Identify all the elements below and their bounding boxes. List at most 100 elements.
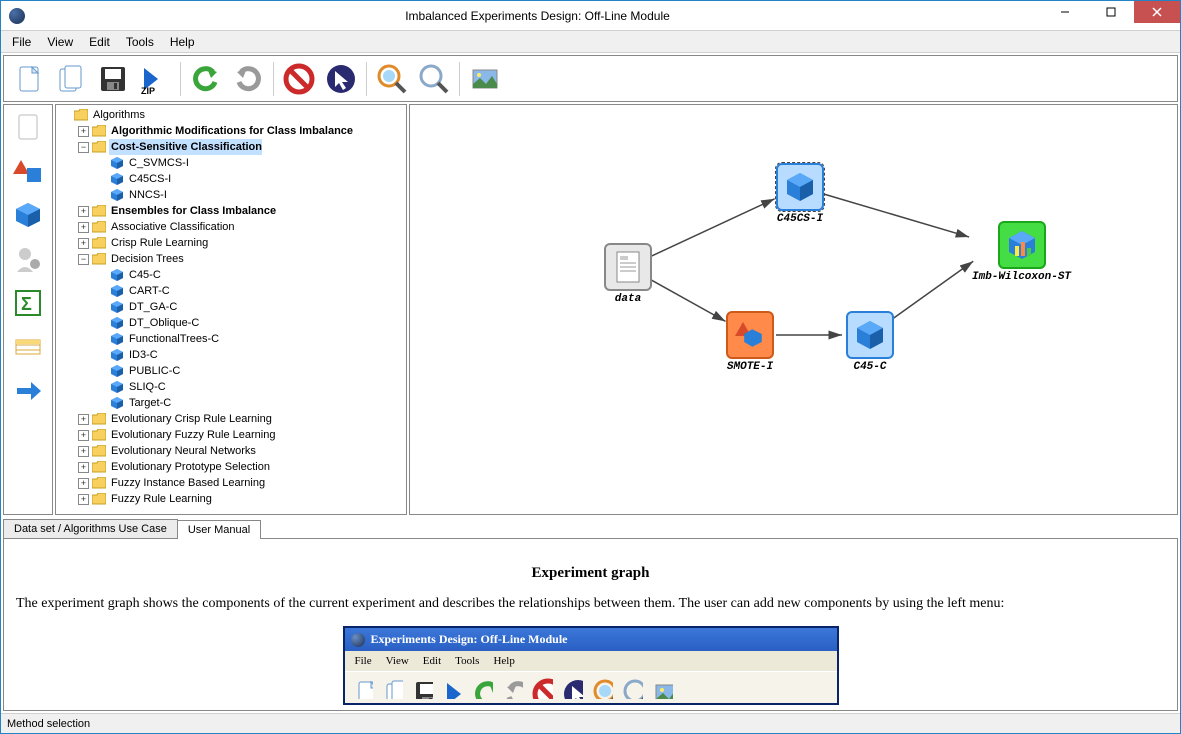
graph-node-box[interactable] — [998, 221, 1046, 269]
toolbar-zip-button[interactable]: ZIP — [136, 60, 174, 98]
tree-scroll[interactable]: Algorithms + Algorithmic Modifications for… — [56, 105, 406, 514]
tree-item[interactable]: DT_GA-C — [56, 299, 406, 315]
tree-item[interactable]: PUBLIC-C — [56, 363, 406, 379]
manual-inner-menu-file: File — [349, 653, 378, 669]
graph-node-box[interactable] — [846, 311, 894, 359]
toolbar-docs-button[interactable] — [52, 60, 90, 98]
tree-item-label: DT_GA-C — [127, 299, 177, 315]
graph-node-label: C45-C — [853, 361, 886, 373]
graph-node-box[interactable] — [776, 163, 824, 211]
tree-item[interactable]: + Evolutionary Prototype Selection — [56, 459, 406, 475]
menu-edit[interactable]: Edit — [82, 33, 117, 51]
graph-node-c45c[interactable]: C45-C — [846, 311, 894, 373]
tree-expander-icon[interactable]: + — [78, 430, 89, 441]
graph-node-label: Imb-Wilcoxon-ST — [972, 271, 1071, 283]
tree-expander-icon[interactable]: − — [78, 254, 89, 265]
tree-item[interactable]: + Algorithmic Modifications for Class Imb… — [56, 123, 406, 139]
dock-table-img-button[interactable] — [10, 329, 46, 365]
tree-item[interactable]: C45CS-I — [56, 171, 406, 187]
tree-item[interactable]: +Evolutionary Fuzzy Rule Learning — [56, 427, 406, 443]
manual-inner-menu-edit: Edit — [417, 653, 447, 669]
tree-expander-icon[interactable]: + — [78, 206, 89, 217]
menu-view[interactable]: View — [40, 33, 80, 51]
tree-item[interactable]: −Cost-Sensitive Classification — [56, 139, 406, 155]
menu-file[interactable]: File — [5, 33, 38, 51]
manual-inner-menu-view: View — [380, 653, 415, 669]
graph-node-data[interactable]: data — [604, 243, 652, 305]
tree-expander-icon[interactable]: + — [78, 222, 89, 233]
dock-blank-doc-button[interactable] — [10, 109, 46, 145]
tree-item-label: CART-C — [127, 283, 170, 299]
tree-expander-icon[interactable]: + — [78, 494, 89, 505]
tree-item[interactable]: NNCS-I — [56, 187, 406, 203]
toolbar-stop-button[interactable] — [280, 60, 318, 98]
toolbar-undo-button[interactable] — [187, 60, 225, 98]
tree-item[interactable]: CART-C — [56, 283, 406, 299]
toolbar-cursor-button[interactable] — [322, 60, 360, 98]
experiment-canvas[interactable]: data C45CS-I SMOTE-I C45-C Imb-Wilcoxon-ST — [409, 104, 1178, 515]
tree-item[interactable]: ID3-C — [56, 347, 406, 363]
tree-expander-icon[interactable]: + — [78, 126, 89, 137]
toolbar-redo-button[interactable] — [229, 60, 267, 98]
tree-item[interactable]: +Evolutionary Neural Networks — [56, 443, 406, 459]
tree-item-label: Evolutionary Crisp Rule Learning — [109, 411, 272, 427]
toolbar-save-button[interactable] — [94, 60, 132, 98]
tree-item[interactable]: −Decision Trees — [56, 251, 406, 267]
tree-item[interactable]: FunctionalTrees-C — [56, 331, 406, 347]
dock-shapes-button[interactable] — [10, 153, 46, 189]
close-button[interactable] — [1134, 1, 1180, 23]
graph-node-wilcoxon[interactable]: Imb-Wilcoxon-ST — [972, 221, 1071, 283]
minimize-button[interactable] — [1042, 1, 1088, 23]
tree-item[interactable]: Algorithms — [56, 107, 406, 123]
titlebar: Imbalanced Experiments Design: Off-Line … — [1, 1, 1180, 31]
dock-user-button[interactable] — [10, 241, 46, 277]
graph-node-box[interactable] — [726, 311, 774, 359]
dock-blue-cube-button[interactable] — [10, 197, 46, 233]
dock-arrow-right-button[interactable] — [10, 373, 46, 409]
tree-expander-icon[interactable]: + — [78, 414, 89, 425]
manual-inner-menubar: FileViewEditToolsHelp — [345, 651, 837, 671]
menu-tools[interactable]: Tools — [119, 33, 161, 51]
manual-inner-tool-cursor — [559, 675, 585, 701]
graph-node-c45cs[interactable]: C45CS-I — [776, 163, 824, 225]
statusbar: Method selection — [1, 713, 1180, 733]
tree-item[interactable]: +Fuzzy Rule Learning — [56, 491, 406, 507]
tree-item[interactable]: C_SVMCS-I — [56, 155, 406, 171]
tree-item-label: Evolutionary Prototype Selection — [109, 459, 270, 475]
tree-expander-icon[interactable]: + — [78, 238, 89, 249]
tree-expander-icon[interactable]: + — [78, 446, 89, 457]
toolbar-image-button[interactable] — [466, 60, 504, 98]
tab-user-manual[interactable]: User Manual — [177, 520, 261, 539]
manual-scroll[interactable]: Experiment graph The experiment graph sh… — [4, 539, 1177, 710]
tree-item[interactable]: +Fuzzy Instance Based Learning — [56, 475, 406, 491]
toolbar-zoom-world-button[interactable] — [373, 60, 411, 98]
graph-node-smote[interactable]: SMOTE-I — [726, 311, 774, 373]
tree-item[interactable]: SLIQ-C — [56, 379, 406, 395]
manual-inner-tool-zip: ZIP — [439, 675, 465, 701]
tree-item[interactable]: + Evolutionary Crisp Rule Learning — [56, 411, 406, 427]
tree-item[interactable]: C45-C — [56, 267, 406, 283]
tree-expander-icon[interactable]: + — [78, 462, 89, 473]
tree-item[interactable]: DT_Oblique-C — [56, 315, 406, 331]
menu-help[interactable]: Help — [163, 33, 202, 51]
tree-item[interactable]: +Crisp Rule Learning — [56, 235, 406, 251]
tree-item-label: C_SVMCS-I — [127, 155, 189, 171]
toolbar-separator — [459, 62, 460, 96]
toolbar-zoom-button[interactable] — [415, 60, 453, 98]
manual-screenshot: Experiments Design: Off-Line Module File… — [343, 626, 839, 705]
tree-item[interactable]: Target-C — [56, 395, 406, 411]
tree-item-label: Algorithmic Modifications for Class Imba… — [109, 123, 353, 139]
graph-node-box[interactable] — [604, 243, 652, 291]
tree-expander-icon[interactable]: − — [78, 142, 89, 153]
tree-item[interactable]: +Associative Classification — [56, 219, 406, 235]
dock-sigma-button[interactable]: Σ — [10, 285, 46, 321]
main-area: Σ Algorithms + Algorithmic Modifications f… — [1, 104, 1180, 517]
tree-item-label: SLIQ-C — [127, 379, 166, 395]
tree-item-label: ID3-C — [127, 347, 158, 363]
toolbar-new-doc-button[interactable] — [10, 60, 48, 98]
maximize-button[interactable] — [1088, 1, 1134, 23]
tree-expander-icon[interactable]: + — [78, 478, 89, 489]
manual-body: The experiment graph shows the component… — [16, 596, 1165, 612]
tab-data-set-algorithms-use-case[interactable]: Data set / Algorithms Use Case — [3, 519, 178, 538]
tree-item[interactable]: +Ensembles for Class Imbalance — [56, 203, 406, 219]
